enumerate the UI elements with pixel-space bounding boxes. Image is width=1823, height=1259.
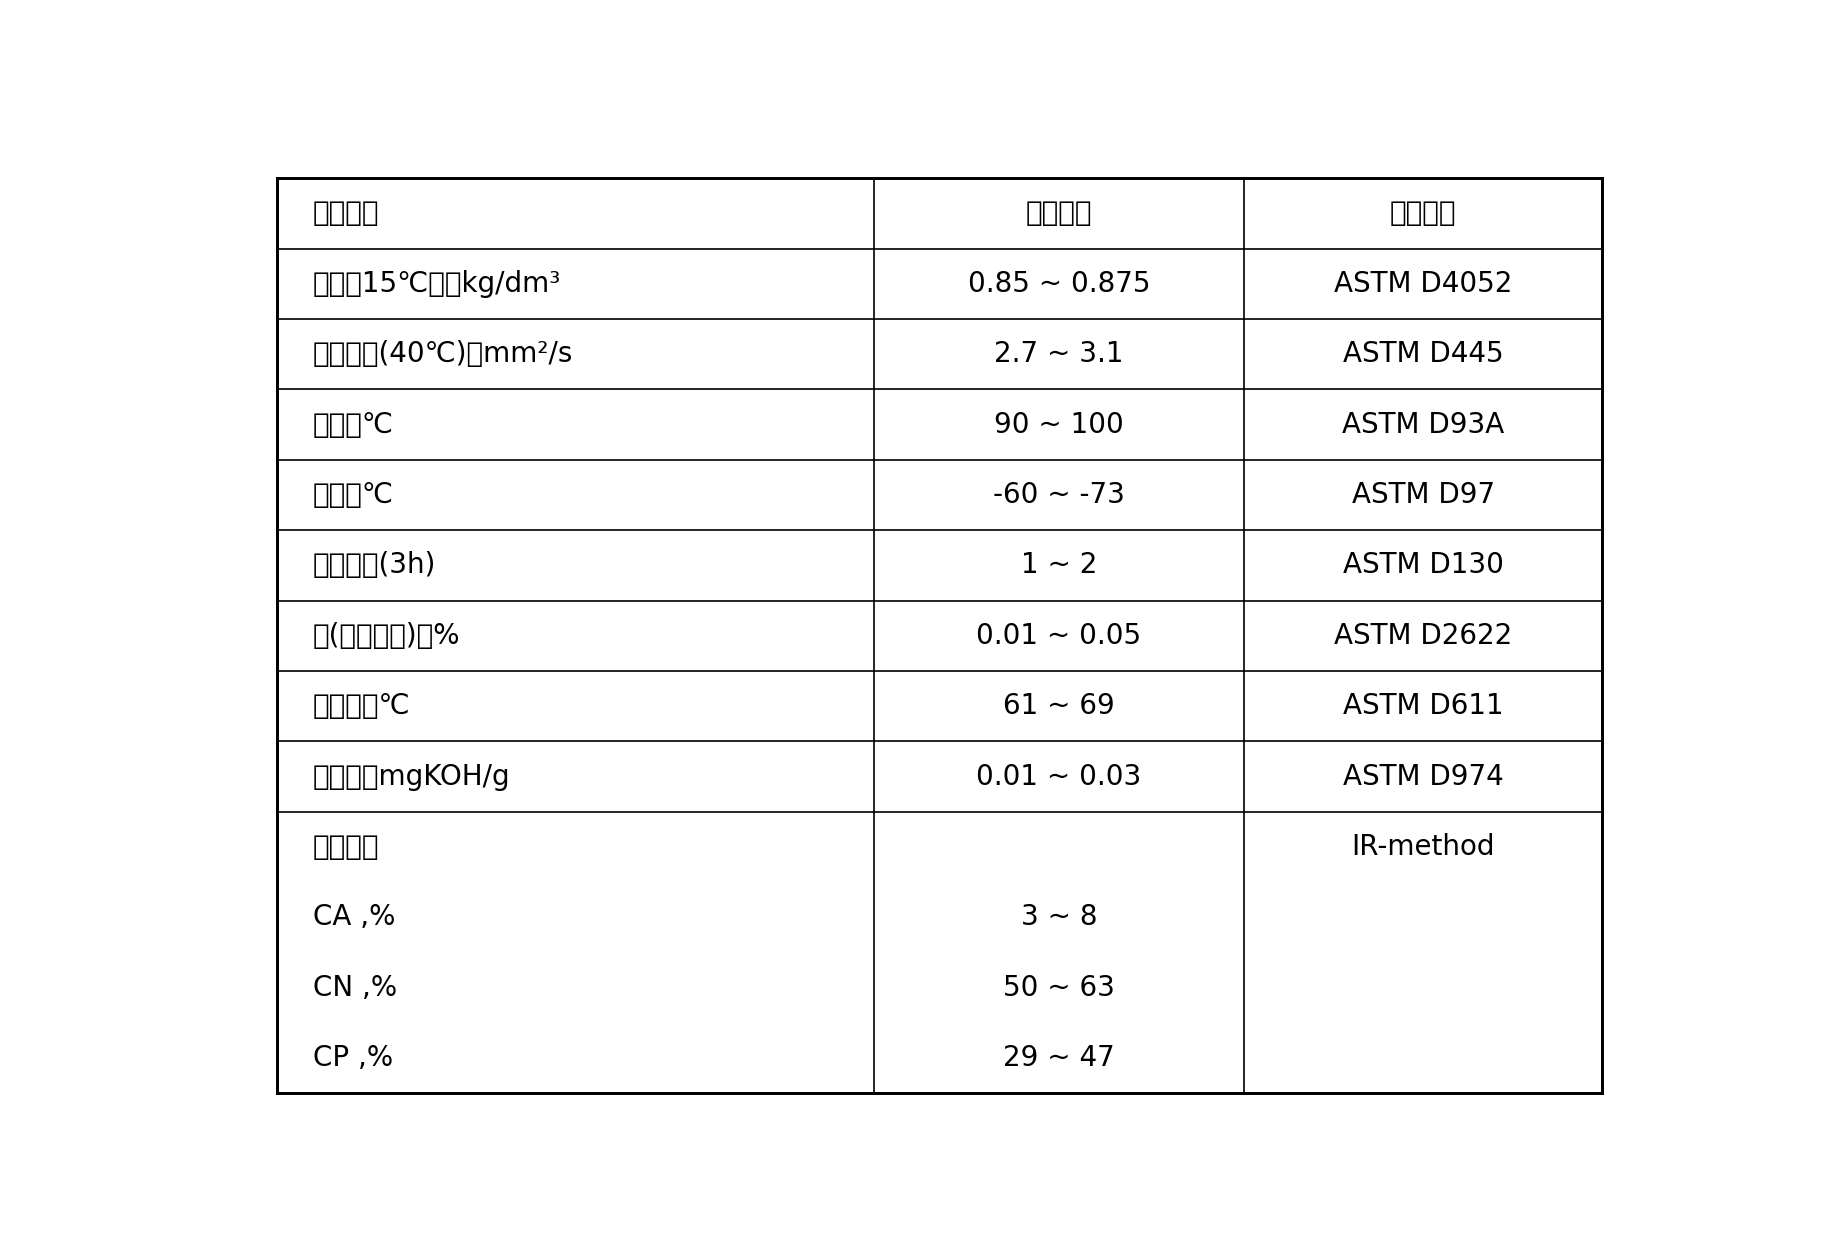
Text: ASTM D445: ASTM D445 [1342, 340, 1502, 368]
Text: ASTM D130: ASTM D130 [1342, 551, 1502, 579]
Text: 61 ~ 69: 61 ~ 69 [1003, 692, 1114, 720]
Text: CP ,%: CP ,% [314, 1044, 392, 1073]
Text: 90 ~ 100: 90 ~ 100 [994, 410, 1123, 438]
Text: -60 ~ -73: -60 ~ -73 [992, 481, 1125, 509]
Text: 3 ~ 8: 3 ~ 8 [1021, 904, 1097, 932]
Text: ASTM D93A: ASTM D93A [1342, 410, 1504, 438]
Text: CA ,%: CA ,% [314, 904, 396, 932]
Text: 苯胺点，℃: 苯胺点，℃ [314, 692, 410, 720]
Text: ASTM D611: ASTM D611 [1342, 692, 1502, 720]
Text: 烃类分析: 烃类分析 [314, 833, 379, 861]
Text: ASTM D974: ASTM D974 [1342, 763, 1502, 791]
Text: ASTM D97: ASTM D97 [1351, 481, 1495, 509]
Text: 运动黏度(40℃)，mm²/s: 运动黏度(40℃)，mm²/s [314, 340, 572, 368]
Text: ASTM D4052: ASTM D4052 [1333, 269, 1511, 298]
Text: 1 ~ 2: 1 ~ 2 [1021, 551, 1097, 579]
Text: 密度（15℃），kg/dm³: 密度（15℃），kg/dm³ [314, 269, 561, 298]
Text: 试验方法: 试验方法 [1389, 199, 1455, 228]
Text: 0.01 ~ 0.05: 0.01 ~ 0.05 [975, 622, 1141, 650]
Text: 0.85 ~ 0.875: 0.85 ~ 0.875 [968, 269, 1150, 298]
Text: 性能指标: 性能指标 [1025, 199, 1092, 228]
Text: 50 ~ 63: 50 ~ 63 [1003, 973, 1114, 1002]
Text: ASTM D2622: ASTM D2622 [1333, 622, 1511, 650]
Text: 闪点，℃: 闪点，℃ [314, 410, 394, 438]
Text: 锐片腐蚀(3h): 锐片腐蚀(3h) [314, 551, 436, 579]
Text: 分析项目: 分析项目 [314, 199, 379, 228]
Text: IR-method: IR-method [1351, 833, 1495, 861]
Text: 29 ~ 47: 29 ~ 47 [1003, 1044, 1114, 1073]
Text: 0.01 ~ 0.03: 0.01 ~ 0.03 [975, 763, 1141, 791]
Text: 倾点，℃: 倾点，℃ [314, 481, 394, 509]
Text: 2.7 ~ 3.1: 2.7 ~ 3.1 [994, 340, 1123, 368]
Text: 硫(质量分数)，%: 硫(质量分数)，% [314, 622, 459, 650]
Text: CN ,%: CN ,% [314, 973, 397, 1002]
Text: 总酸値，mgKOH/g: 总酸値，mgKOH/g [314, 763, 510, 791]
